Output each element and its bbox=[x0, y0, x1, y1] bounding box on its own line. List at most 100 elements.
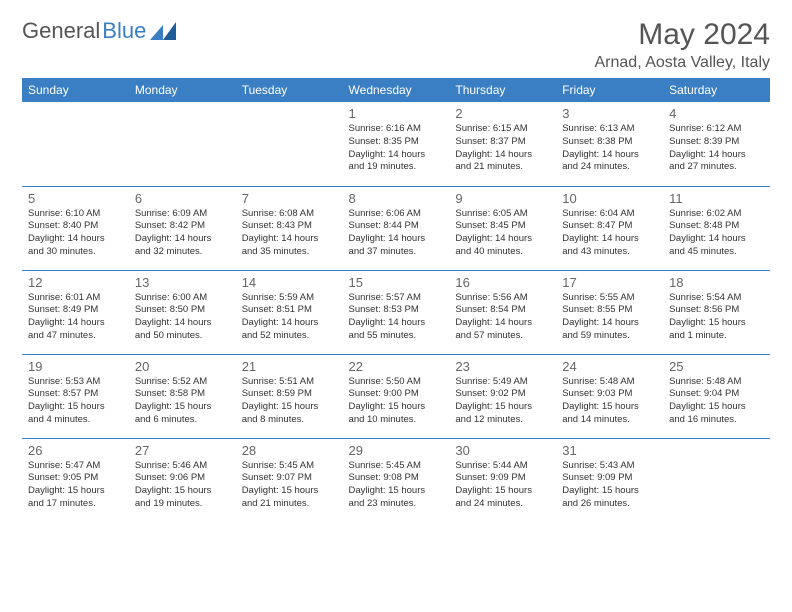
calendar-cell: 30 Sunrise: 5:44 AMSunset: 9:09 PMDayligh… bbox=[449, 438, 556, 522]
header: GeneralBlue May 2024 Arnad, Aosta Valley… bbox=[22, 18, 770, 72]
sunrise-text: Sunrise: 6:09 AM bbox=[135, 208, 230, 221]
calendar-cell: 8Sunrise: 6:06 AMSunset: 8:44 PMDaylight… bbox=[343, 186, 450, 270]
logo-icon bbox=[150, 22, 176, 40]
sunrise-text: Sunrise: 6:15 AM bbox=[455, 123, 550, 136]
sunset-text: Sunset: 9:09 PM bbox=[455, 472, 550, 485]
day-header: Monday bbox=[129, 78, 236, 102]
sunset-text: Sunset: 8:58 PM bbox=[135, 388, 230, 401]
daylight-text: Daylight: 14 hours and 27 minutes. bbox=[669, 149, 764, 175]
calendar-cell: 14Sunrise: 5:59 AMSunset: 8:51 PMDayligh… bbox=[236, 270, 343, 354]
calendar-cell: 2Sunrise: 6:15 AMSunset: 8:37 PMDaylight… bbox=[449, 102, 556, 186]
calendar-cell: 6Sunrise: 6:09 AMSunset: 8:42 PMDaylight… bbox=[129, 186, 236, 270]
logo-part2: Blue bbox=[102, 18, 146, 44]
daylight-text: Daylight: 14 hours and 35 minutes. bbox=[242, 233, 337, 259]
day-number: 30 bbox=[455, 443, 550, 458]
sunset-text: Sunset: 8:53 PM bbox=[349, 304, 444, 317]
sunrise-text: Sunrise: 6:16 AM bbox=[349, 123, 444, 136]
day-number: 10 bbox=[562, 191, 657, 206]
sunset-text: Sunset: 8:43 PM bbox=[242, 220, 337, 233]
sunset-text: Sunset: 8:55 PM bbox=[562, 304, 657, 317]
sunrise-text: Sunrise: 5:43 AM bbox=[562, 460, 657, 473]
daylight-text: Daylight: 14 hours and 40 minutes. bbox=[455, 233, 550, 259]
location: Arnad, Aosta Valley, Italy bbox=[595, 54, 771, 72]
daylight-text: Daylight: 14 hours and 24 minutes. bbox=[562, 149, 657, 175]
daylight-text: Daylight: 15 hours and 24 minutes. bbox=[455, 485, 550, 511]
sunset-text: Sunset: 8:57 PM bbox=[28, 388, 123, 401]
day-number: 15 bbox=[349, 275, 444, 290]
calendar-cell: 19Sunrise: 5:53 AMSunset: 8:57 PMDayligh… bbox=[22, 354, 129, 438]
daylight-text: Daylight: 15 hours and 23 minutes. bbox=[349, 485, 444, 511]
calendar-cell: 24Sunrise: 5:48 AMSunset: 9:03 PMDayligh… bbox=[556, 354, 663, 438]
day-number: 9 bbox=[455, 191, 550, 206]
day-header: Sunday bbox=[22, 78, 129, 102]
sunset-text: Sunset: 9:05 PM bbox=[28, 472, 123, 485]
calendar-cell: 26Sunrise: 5:47 AMSunset: 9:05 PMDayligh… bbox=[22, 438, 129, 522]
sunrise-text: Sunrise: 5:46 AM bbox=[135, 460, 230, 473]
day-number: 17 bbox=[562, 275, 657, 290]
calendar-cell: 27Sunrise: 5:46 AMSunset: 9:06 PMDayligh… bbox=[129, 438, 236, 522]
sunset-text: Sunset: 8:59 PM bbox=[242, 388, 337, 401]
sunrise-text: Sunrise: 5:45 AM bbox=[349, 460, 444, 473]
sunrise-text: Sunrise: 5:57 AM bbox=[349, 292, 444, 305]
sunrise-text: Sunrise: 6:08 AM bbox=[242, 208, 337, 221]
day-number: 7 bbox=[242, 191, 337, 206]
calendar-week: 12Sunrise: 6:01 AMSunset: 8:49 PMDayligh… bbox=[22, 270, 770, 354]
calendar-cell: 28Sunrise: 5:45 AMSunset: 9:07 PMDayligh… bbox=[236, 438, 343, 522]
day-number: 14 bbox=[242, 275, 337, 290]
calendar-cell: 5Sunrise: 6:10 AMSunset: 8:40 PMDaylight… bbox=[22, 186, 129, 270]
sunset-text: Sunset: 8:35 PM bbox=[349, 136, 444, 149]
daylight-text: Daylight: 15 hours and 14 minutes. bbox=[562, 401, 657, 427]
sunset-text: Sunset: 8:42 PM bbox=[135, 220, 230, 233]
calendar-cell bbox=[663, 438, 770, 522]
daylight-text: Daylight: 14 hours and 19 minutes. bbox=[349, 149, 444, 175]
sunrise-text: Sunrise: 5:53 AM bbox=[28, 376, 123, 389]
daylight-text: Daylight: 14 hours and 43 minutes. bbox=[562, 233, 657, 259]
sunset-text: Sunset: 8:48 PM bbox=[669, 220, 764, 233]
daylight-text: Daylight: 14 hours and 50 minutes. bbox=[135, 317, 230, 343]
sunrise-text: Sunrise: 5:44 AM bbox=[455, 460, 550, 473]
daylight-text: Daylight: 14 hours and 32 minutes. bbox=[135, 233, 230, 259]
sunset-text: Sunset: 9:07 PM bbox=[242, 472, 337, 485]
daylight-text: Daylight: 15 hours and 21 minutes. bbox=[242, 485, 337, 511]
calendar-week: 19Sunrise: 5:53 AMSunset: 8:57 PMDayligh… bbox=[22, 354, 770, 438]
day-number: 26 bbox=[28, 443, 123, 458]
day-number: 2 bbox=[455, 106, 550, 121]
sunrise-text: Sunrise: 6:05 AM bbox=[455, 208, 550, 221]
sunset-text: Sunset: 8:47 PM bbox=[562, 220, 657, 233]
sunset-text: Sunset: 9:00 PM bbox=[349, 388, 444, 401]
sunrise-text: Sunrise: 5:51 AM bbox=[242, 376, 337, 389]
sunset-text: Sunset: 8:51 PM bbox=[242, 304, 337, 317]
calendar-cell: 31Sunrise: 5:43 AMSunset: 9:09 PMDayligh… bbox=[556, 438, 663, 522]
daylight-text: Daylight: 15 hours and 6 minutes. bbox=[135, 401, 230, 427]
sunrise-text: Sunrise: 5:54 AM bbox=[669, 292, 764, 305]
calendar-cell bbox=[129, 102, 236, 186]
sunset-text: Sunset: 9:04 PM bbox=[669, 388, 764, 401]
calendar-body: 1Sunrise: 6:16 AMSunset: 8:35 PMDaylight… bbox=[22, 102, 770, 522]
daylight-text: Daylight: 14 hours and 45 minutes. bbox=[669, 233, 764, 259]
day-number: 4 bbox=[669, 106, 764, 121]
daylight-text: Daylight: 15 hours and 19 minutes. bbox=[135, 485, 230, 511]
sunrise-text: Sunrise: 5:50 AM bbox=[349, 376, 444, 389]
sunrise-text: Sunrise: 6:10 AM bbox=[28, 208, 123, 221]
day-header: Friday bbox=[556, 78, 663, 102]
sunrise-text: Sunrise: 6:01 AM bbox=[28, 292, 123, 305]
calendar-cell: 11Sunrise: 6:02 AMSunset: 8:48 PMDayligh… bbox=[663, 186, 770, 270]
sunrise-text: Sunrise: 6:13 AM bbox=[562, 123, 657, 136]
daylight-text: Daylight: 15 hours and 8 minutes. bbox=[242, 401, 337, 427]
calendar-cell bbox=[22, 102, 129, 186]
calendar-cell: 29Sunrise: 5:45 AMSunset: 9:08 PMDayligh… bbox=[343, 438, 450, 522]
sunset-text: Sunset: 9:08 PM bbox=[349, 472, 444, 485]
day-number: 20 bbox=[135, 359, 230, 374]
calendar-cell: 17Sunrise: 5:55 AMSunset: 8:55 PMDayligh… bbox=[556, 270, 663, 354]
calendar-cell: 23Sunrise: 5:49 AMSunset: 9:02 PMDayligh… bbox=[449, 354, 556, 438]
day-number: 22 bbox=[349, 359, 444, 374]
day-number: 28 bbox=[242, 443, 337, 458]
sunset-text: Sunset: 9:09 PM bbox=[562, 472, 657, 485]
day-number: 3 bbox=[562, 106, 657, 121]
daylight-text: Daylight: 15 hours and 10 minutes. bbox=[349, 401, 444, 427]
calendar-week: 5Sunrise: 6:10 AMSunset: 8:40 PMDaylight… bbox=[22, 186, 770, 270]
daylight-text: Daylight: 15 hours and 4 minutes. bbox=[28, 401, 123, 427]
sunrise-text: Sunrise: 5:48 AM bbox=[669, 376, 764, 389]
calendar-week: 1Sunrise: 6:16 AMSunset: 8:35 PMDaylight… bbox=[22, 102, 770, 186]
daylight-text: Daylight: 14 hours and 59 minutes. bbox=[562, 317, 657, 343]
